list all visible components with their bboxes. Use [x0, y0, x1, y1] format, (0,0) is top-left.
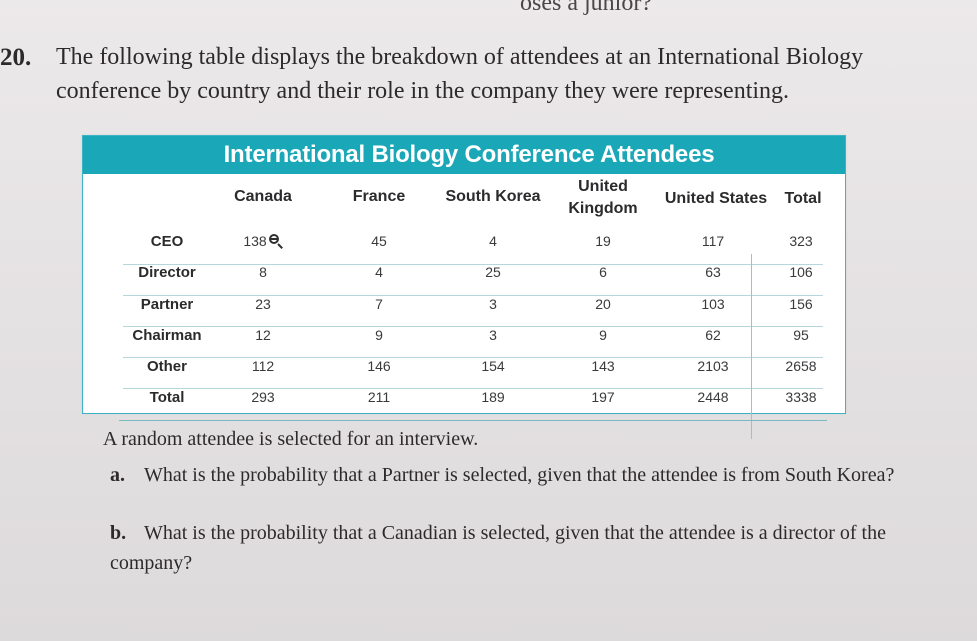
table-cell: 146: [367, 358, 391, 374]
table-cell: 4: [489, 233, 497, 249]
table-body: Canada France South Korea United Kingdom…: [83, 174, 845, 439]
row-separator: [123, 264, 823, 265]
table-cell: 2658: [785, 358, 817, 374]
row-label-chairman: Chairman: [132, 327, 202, 344]
magnifier-icon[interactable]: [268, 234, 283, 249]
problem-number: 20.: [0, 44, 32, 71]
table-cell: 4: [375, 264, 383, 280]
table-title-bar: International Biology Conference Attende…: [83, 136, 845, 174]
row-label-partner: Partner: [140, 296, 194, 313]
question-letter: a.: [110, 464, 125, 486]
table-cell: 156: [789, 296, 813, 312]
attendees-table: International Biology Conference Attende…: [82, 135, 846, 439]
table-cell: 20: [595, 296, 611, 312]
total-row-rule: [119, 420, 827, 421]
table-cell: 2448: [697, 389, 729, 405]
column-header-total: Total: [784, 190, 822, 207]
table-cell: 3: [489, 296, 497, 312]
row-separator: [123, 326, 823, 327]
column-header-united-states: United States: [664, 190, 768, 207]
table-cell: 45: [371, 233, 387, 249]
table-cell: 293: [251, 389, 275, 405]
table-cell: 3338: [785, 389, 817, 405]
table-title: International Biology Conference Attende…: [223, 141, 715, 168]
table-cell: 154: [481, 358, 505, 374]
table-cell: 25: [485, 264, 501, 280]
question-letter: b.: [110, 522, 127, 544]
row-separator: [123, 357, 823, 358]
table-cell: 23: [255, 296, 271, 312]
column-header-south-korea: South Korea: [445, 188, 541, 205]
table-cell: 197: [591, 389, 615, 405]
table-cell: 211: [367, 389, 391, 405]
table-cell: 3: [489, 327, 497, 343]
table-cell: 6: [599, 264, 607, 280]
table-cell: 138: [233, 233, 293, 249]
table-cell: 143: [591, 358, 615, 374]
table-cell: 106: [789, 264, 813, 280]
row-separator: [123, 388, 823, 389]
table-cell: 117: [701, 233, 725, 249]
table-cell: 95: [793, 327, 809, 343]
question-a: a. What is the probability that a Partner…: [110, 460, 900, 490]
column-header-canada: Canada: [234, 188, 292, 205]
table-cell: 8: [259, 264, 267, 280]
table-cell: 103: [701, 296, 725, 312]
cell-value: 138: [243, 233, 267, 249]
problem-statement: The following table displays the breakdo…: [56, 44, 864, 104]
table-cell: 12: [255, 327, 271, 343]
column-header-france: France: [352, 188, 406, 205]
row-label-director: Director: [138, 264, 196, 281]
table-cell: 9: [375, 327, 383, 343]
row-separator: [123, 295, 823, 296]
table-cell: 189: [481, 389, 505, 405]
question-text: What is the probability that a Canadian …: [110, 522, 886, 574]
table-cell: 7: [375, 296, 383, 312]
row-label-total: Total: [149, 389, 185, 406]
table-cell: 323: [789, 233, 813, 249]
question-prompt: A random attendee is selected for an int…: [103, 428, 479, 450]
row-label-ceo: CEO: [150, 233, 184, 250]
table-cell: 19: [595, 233, 611, 249]
table-cell: 112: [251, 358, 275, 374]
table-cell: 9: [599, 327, 607, 343]
previous-problem-fragment: oses a junior?: [520, 0, 652, 16]
table-cell: 2103: [697, 358, 729, 374]
table-cell: 63: [705, 264, 721, 280]
question-b: b. What is the probability that a Canadia…: [110, 518, 900, 578]
question-text: What is the probability that a Partner i…: [144, 464, 895, 486]
column-header-united-kingdom: United Kingdom: [568, 178, 638, 217]
total-column-separator: [751, 254, 752, 439]
row-label-other: Other: [146, 358, 187, 375]
table-cell: 62: [705, 327, 721, 343]
